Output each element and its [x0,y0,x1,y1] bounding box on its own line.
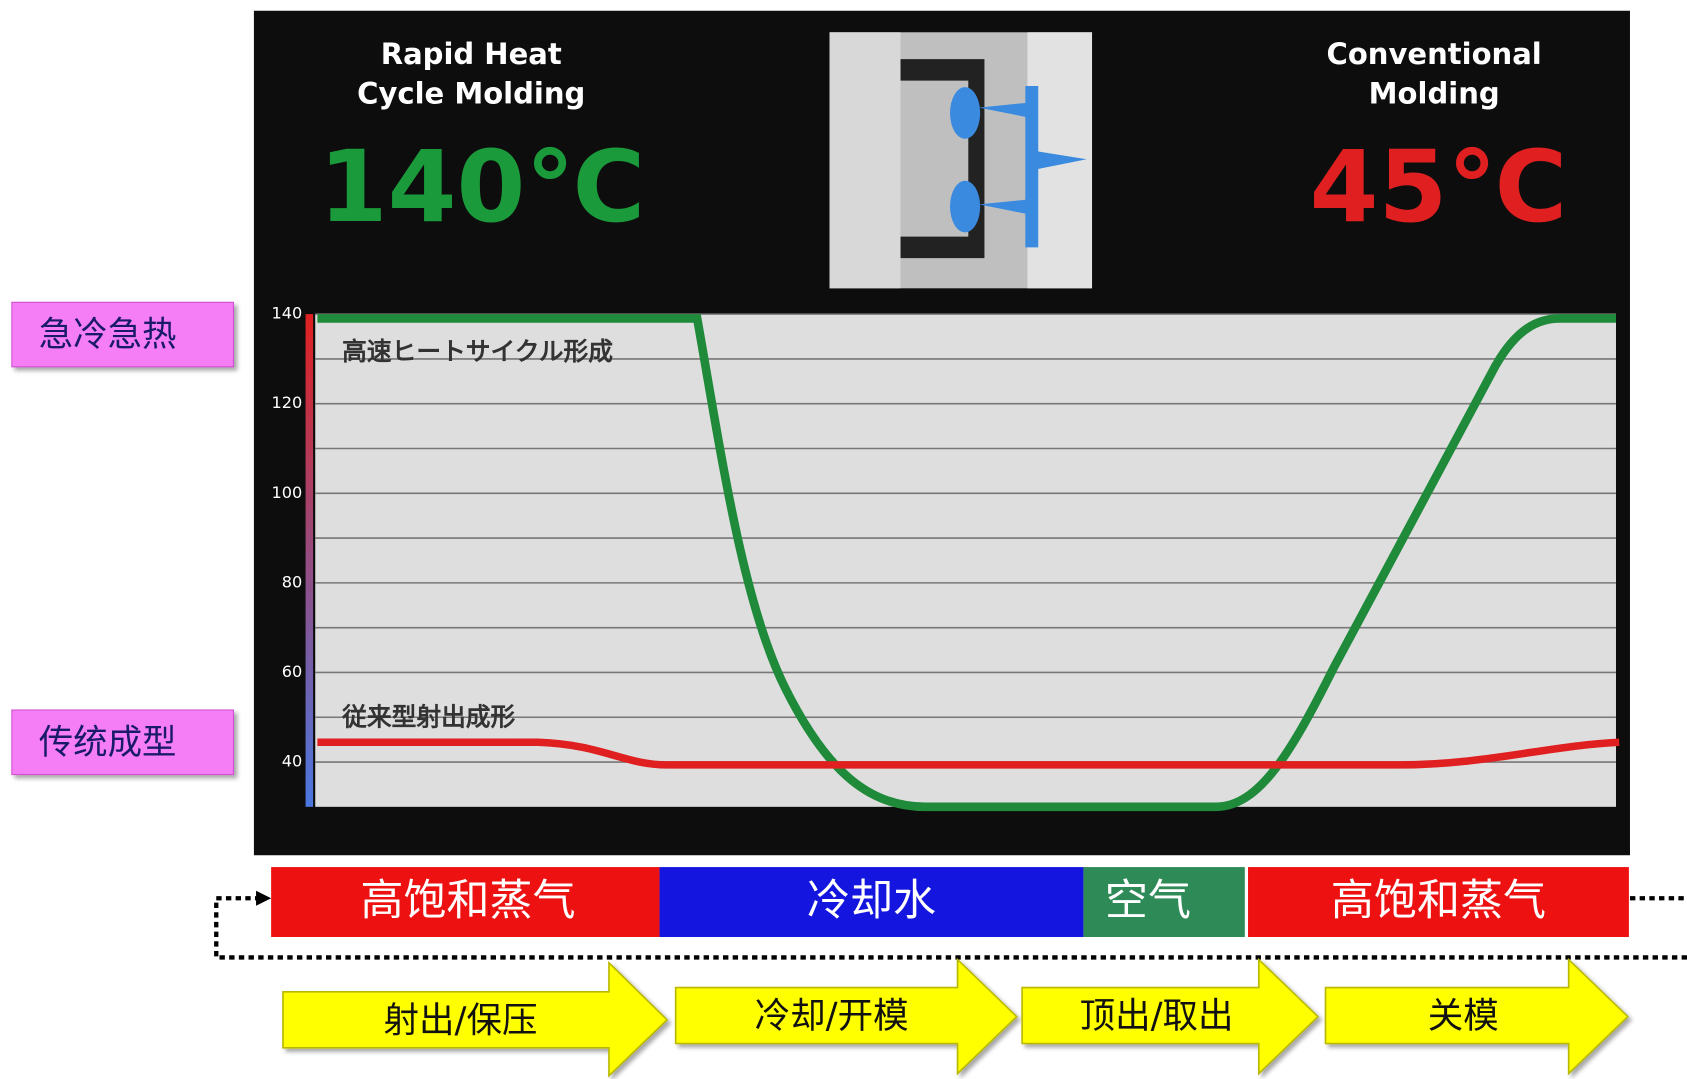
mold-image [829,32,1093,289]
loop-arrow [256,890,272,906]
phase-label: 高饱和蒸气 [360,876,575,926]
phase-bar [659,867,1084,937]
curve-label: 高速ヒートサイクル形成 [342,337,613,366]
step-label: 关模 [1428,996,1499,1037]
phase-label: 高饱和蒸气 [1331,876,1546,926]
y-tick-label: 140 [272,304,303,323]
cycle-loop [214,896,1687,960]
rapid-title: Cycle Molding [357,77,585,111]
phase-bar [1248,867,1629,937]
side-box [11,301,235,368]
y-tick-label: 60 [282,662,303,681]
conv-title: Conventional [1327,37,1542,71]
plot-area [315,314,1616,807]
side-label: 传统成型 [39,723,177,763]
conv-temp: 45℃ [1310,130,1568,245]
y-tick-label: 100 [272,483,303,502]
y-tick-label: 120 [272,393,303,412]
side-box [11,709,235,776]
step-arrow [674,957,1018,1076]
rapid-curve [317,314,1616,812]
step-arrow [1324,957,1629,1076]
rapid-temp: 140℃ [319,130,645,245]
phase-bar [1083,867,1245,937]
conventional-curve [317,738,1620,769]
step-label: 冷却/开模 [755,996,909,1037]
step-arrow [282,960,669,1078]
curve-label: 従来型射出成形 [341,703,515,732]
rapid-title: Rapid Heat [381,37,562,71]
phase-bar [271,867,660,937]
side-label: 急冷急热 [39,315,177,355]
y-tick-label: 80 [282,572,303,591]
conv-title: Molding [1369,77,1500,111]
step-label: 顶出/取出 [1080,996,1234,1037]
phase-label: 冷却水 [807,876,936,926]
phase-label: 空气 [1105,876,1191,926]
y-axis [305,314,314,807]
step-arrow [1021,957,1320,1076]
y-tick-label: 40 [282,752,303,771]
step-label: 射出/保压 [383,1000,537,1041]
